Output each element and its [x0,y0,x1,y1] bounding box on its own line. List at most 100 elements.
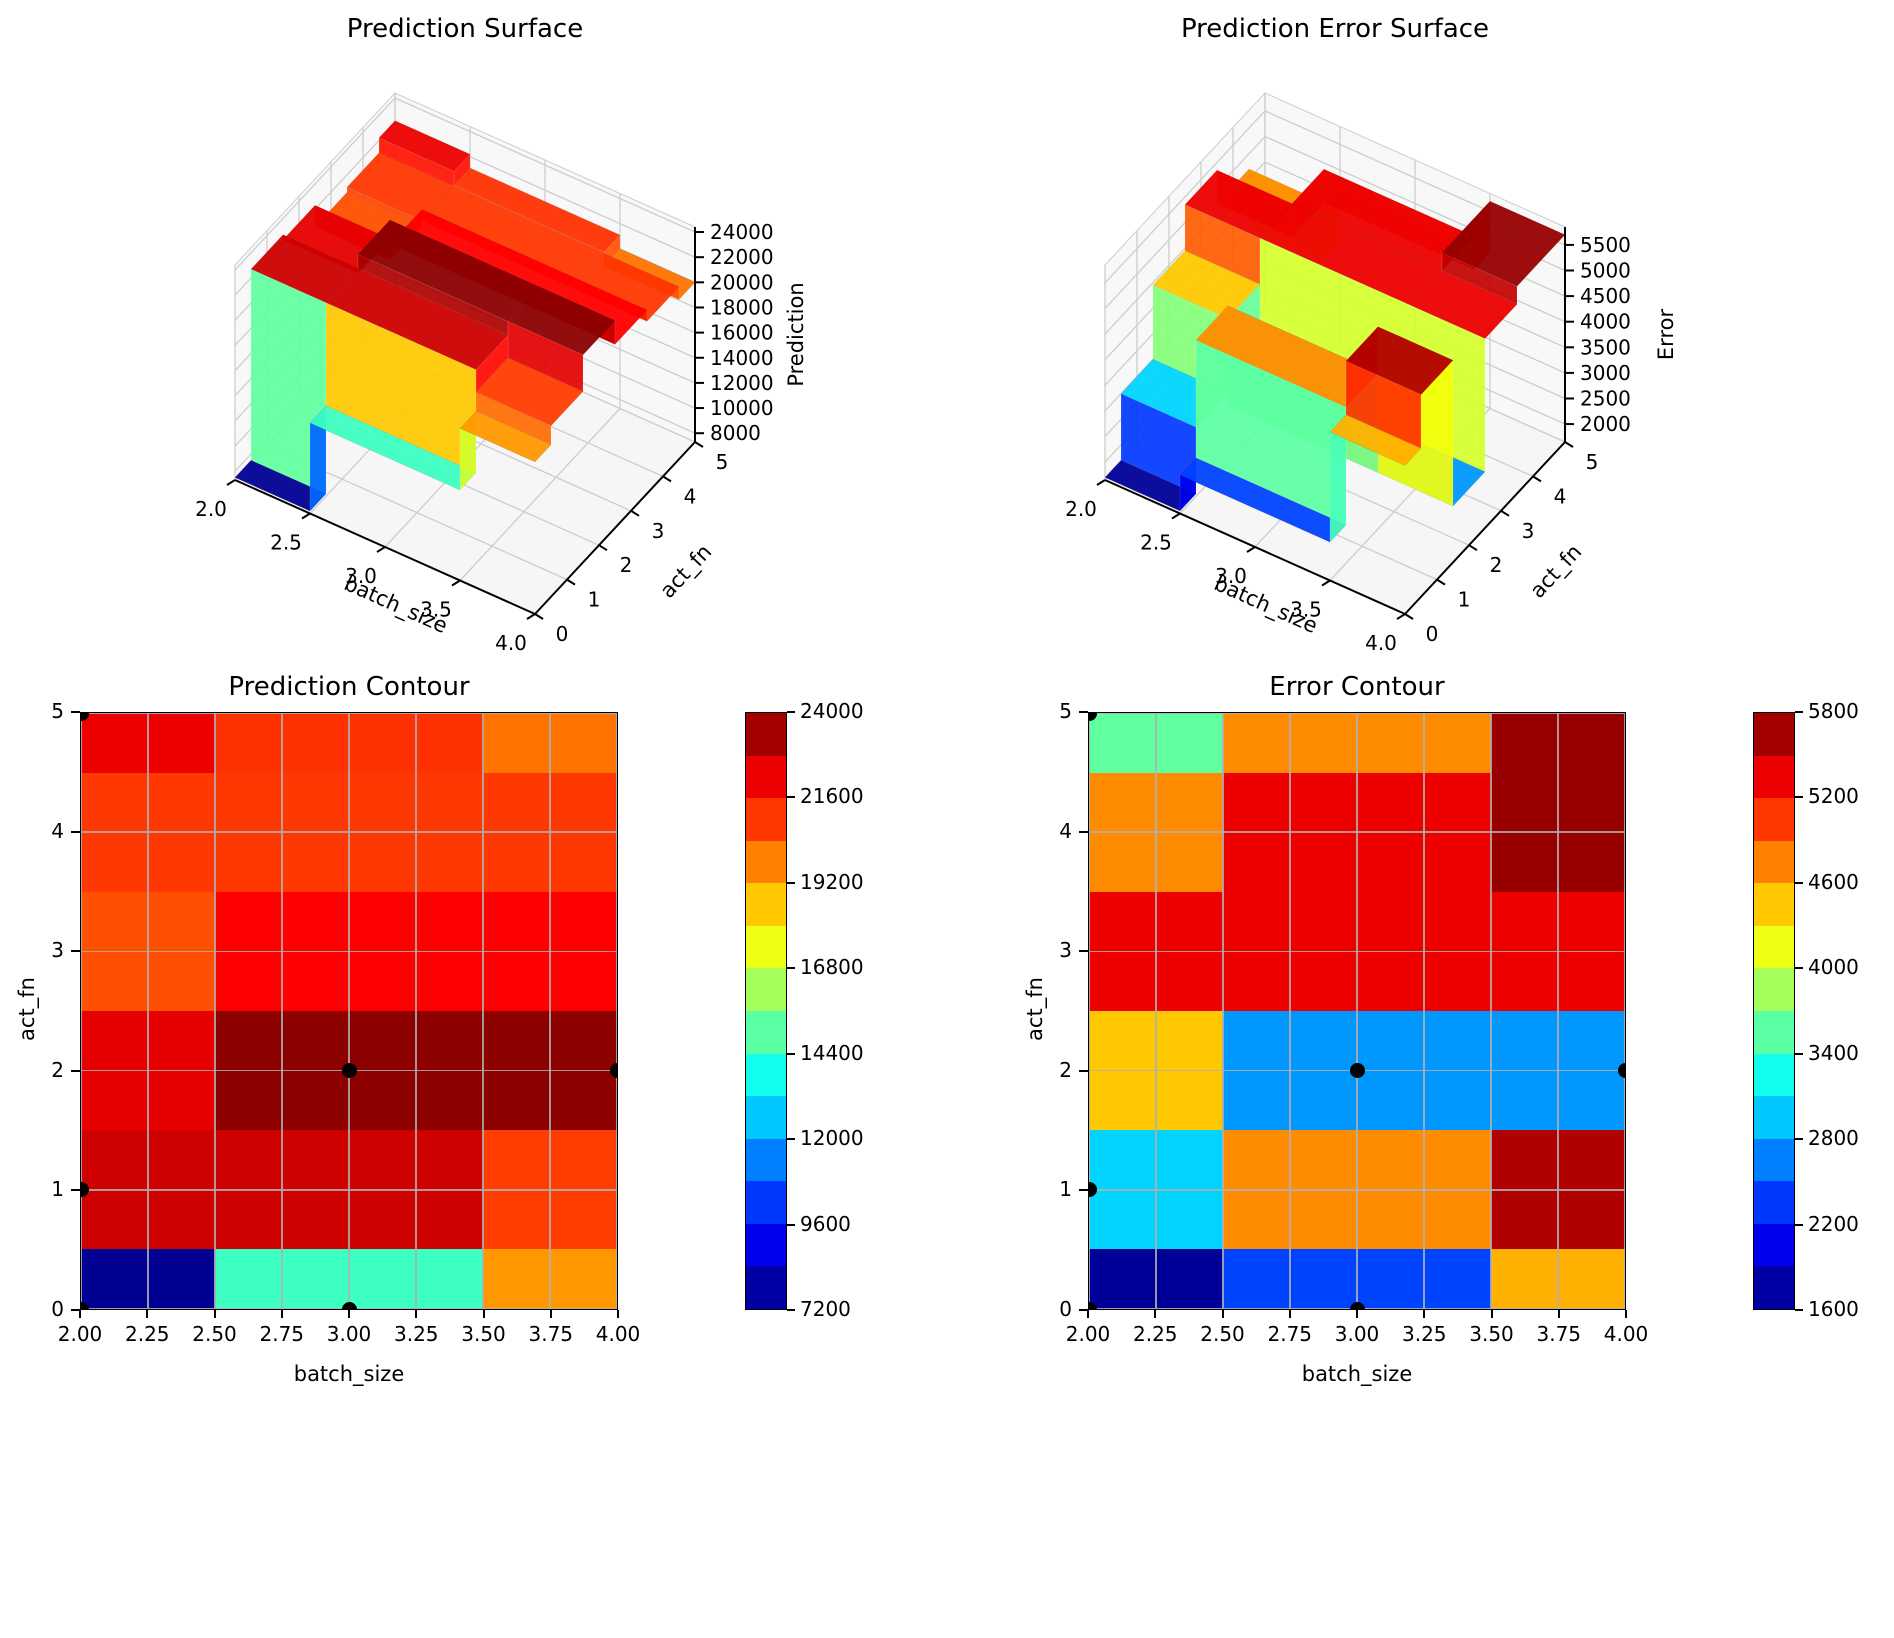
y-tick-mark [1079,1309,1088,1311]
grid-line-v [348,713,350,1309]
x-tick-mark [1356,1310,1358,1318]
colorbar-tick-label: 4000 [1808,955,1859,980]
x-tick-label: 2.25 [1132,1322,1178,1346]
y-tick-label: 2 [620,553,633,577]
x-tick-label: 2.5 [1140,531,1172,555]
x-tick-label: 4.0 [1365,631,1397,655]
colorbar-band [746,1053,786,1097]
surface-plateau [1329,414,1422,466]
x-tick-label: 3.75 [1536,1322,1582,1346]
x-tick-label: 3.00 [1334,1322,1380,1346]
colorbar-band [1754,1181,1794,1224]
colorbar-band [1754,1266,1794,1309]
y-tick-mark [71,830,80,833]
colorbar-tick-mark [1795,796,1803,799]
y-tick-label: 3 [652,519,665,543]
colorbar-band [746,1011,786,1054]
x-tick-label: 2.00 [57,1322,103,1346]
x-tick-label: 4.00 [595,1322,641,1346]
colorbar-tick-mark [787,1223,795,1226]
y-axis-label: act_fn [1525,540,1587,604]
grid-line-v [1155,713,1157,1309]
grid-line-v [81,713,82,1309]
y-tick-label: 2 [51,1057,64,1082]
x-tick-label: 2.0 [1065,497,1097,521]
y-tick-label: 4 [684,484,697,508]
grid-line-v [1222,713,1224,1309]
colorbar-tick-mark [787,796,795,799]
error-contour-plot: 2.00 2.25 2.50 2.75 3.00 3.25 3.50 3.75 4.00 0 1 2 3… [947,660,1894,1638]
colorbar-band [746,1138,786,1182]
z-tick-label: 14000 [710,346,774,370]
x-tick-label: 3.0 [1215,564,1247,588]
y-tick-label: 0 [51,1297,64,1321]
z-tick-label: 5000 [1580,259,1631,283]
y-tick-mark [71,711,80,713]
z-tick-label: 3500 [1580,335,1631,359]
pred_contour-axes [80,712,618,1310]
grid-line-h [81,831,617,833]
x-tick-label: 2.0 [195,497,227,521]
colorbar-band [746,1096,786,1139]
colorbar-tick-mark [1795,1223,1803,1226]
colorbar-tick-label: 2200 [1808,1211,1859,1236]
colorbar-tick-label: 21600 [800,784,864,809]
y-tick-mark [1079,1189,1088,1192]
sample-point-marker [1089,1301,1097,1309]
x-tick-label: 4.00 [1603,1322,1649,1346]
x-tick-label: 3.5 [420,598,452,622]
colorbar-tick-mark [787,1138,795,1141]
grid-line-v [1289,713,1291,1309]
y-tick-label: 2 [1490,553,1503,577]
error-contour-title: Error Contour [1269,672,1445,702]
x-tick-mark [146,1310,149,1318]
y-tick-label: 4 [1059,818,1072,843]
x-tick-label: 3.00 [326,1322,372,1346]
x-tick-mark [348,1310,350,1318]
sample-point-marker [1349,1063,1365,1079]
x-axis-label: batch_size [293,1362,405,1386]
sample-point-marker [609,1063,617,1079]
colorbar-band [746,1266,786,1309]
x-tick-mark [1288,1310,1291,1318]
z-tick-label: 2500 [1580,386,1631,410]
colorbar-tick-label: 1600 [1808,1297,1859,1321]
grid-line-h [1089,1189,1625,1191]
error-surface-plot: 2.0 2.5 3.0 3.5 4.0 0 1 2 3 4 5 2000 2500 3000 3500 400… [930,10,1740,660]
z-tick-label: 24000 [710,220,774,244]
colorbar-tick-mark [1795,1052,1803,1055]
colorbar-tick-mark [1795,881,1803,884]
y-tick-label: 4 [1554,484,1567,508]
colorbar-band [1754,925,1794,969]
prediction-contour-title: Prediction Contour [228,672,470,702]
grid-line-h [81,950,617,953]
grid-line-v [1557,713,1559,1309]
surface-wall [378,137,455,187]
x-tick-label: 3.25 [1401,1322,1447,1346]
colorbar-tick-label: 5200 [1808,784,1859,809]
y-axis-label: act_fn [1023,977,1047,1041]
y-tick-mark [71,1189,80,1192]
x-tick-mark [415,1310,418,1318]
colorbar-band [1754,798,1794,841]
y-tick-mark [1079,950,1088,953]
x-tick-mark [1087,1310,1089,1318]
colorbar-tick-mark [1795,1138,1803,1141]
x-tick-mark [1154,1310,1157,1318]
colorbar-band [746,925,786,969]
colorbar-band [1754,1223,1794,1267]
colorbar-tick-mark [787,967,795,970]
y-tick-label: 1 [588,588,601,612]
colorbar-tick-label: 24000 [800,699,864,723]
error-surface-title: Prediction Error Surface [1180,14,1490,44]
colorbar-tick-label: 4600 [1808,869,1859,894]
y-tick-label: 1 [1059,1177,1072,1202]
y-tick-label: 3 [1059,938,1072,963]
y-tick-mark [71,1069,80,1072]
x-tick-mark [1625,1310,1627,1318]
x-tick-mark [1490,1310,1493,1318]
err_contour-axes [1088,712,1626,1310]
colorbar-band [1754,968,1794,1011]
